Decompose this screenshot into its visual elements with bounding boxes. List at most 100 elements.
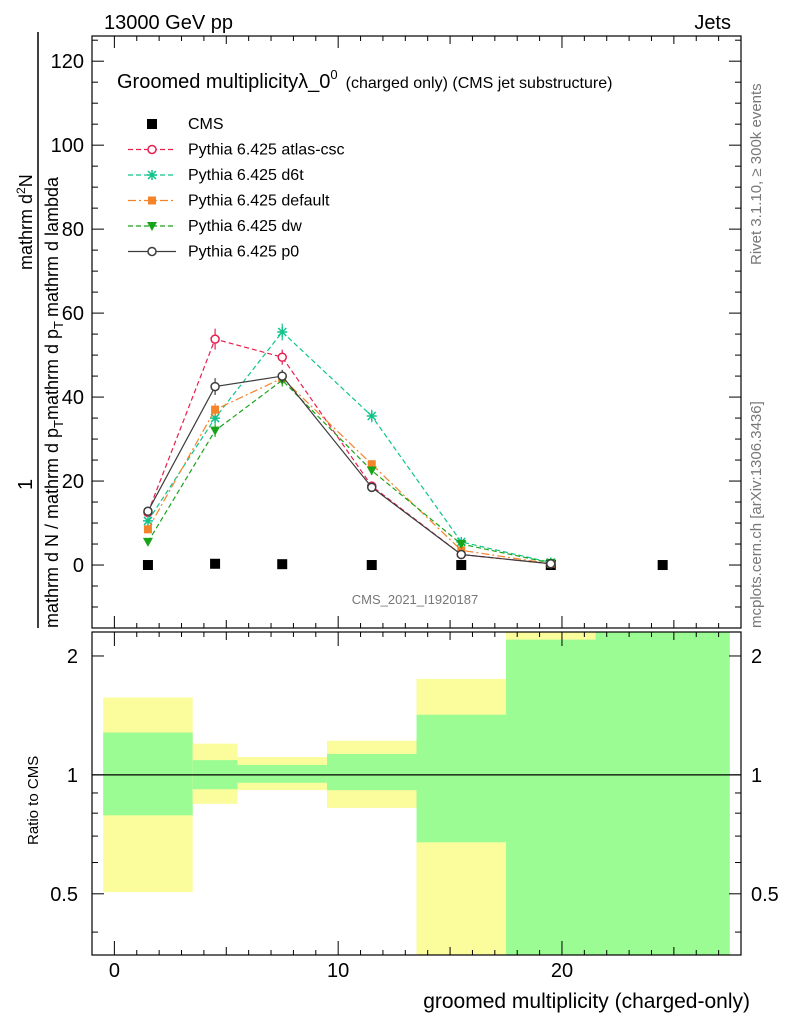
- ratio-ylabel: Ratio to CMS: [25, 756, 42, 845]
- legend-entry: Pythia 6.425 d6t: [128, 167, 304, 184]
- legend-label: Pythia 6.425 dw: [188, 218, 302, 235]
- main-ylabel-numerator: 1: [15, 479, 37, 490]
- ratio-ytick-label: 1: [67, 765, 78, 787]
- ratio-ytick-label-right: 2: [751, 646, 762, 668]
- series-d6t: [142, 323, 556, 568]
- legend-label: CMS: [188, 116, 224, 133]
- header-energy-label: 13000 GeV pp: [104, 12, 233, 34]
- data-point: [366, 466, 377, 476]
- ratio-band-inner: [103, 732, 193, 816]
- ratio-plot-frame: [91, 631, 742, 956]
- legend-label: Pythia 6.425 default: [188, 193, 330, 210]
- main-ytick-label: 100: [51, 135, 84, 157]
- data-point: [210, 381, 220, 392]
- ratio-band-inner: [506, 639, 596, 955]
- series-line: [147, 331, 551, 564]
- data-point: [142, 515, 153, 526]
- data-point: [210, 558, 221, 569]
- rivet-label: Rivet 3.1.10, ≥ 300k events: [748, 83, 765, 265]
- data-point: [456, 560, 467, 571]
- data-point: [657, 560, 668, 571]
- data-point: [210, 426, 221, 436]
- ratio-band-inner: [595, 632, 730, 955]
- ratio-plot: 0.5 0.51 12 20 10 20: [50, 631, 779, 982]
- ratio-ytick-label: 0.5: [50, 884, 78, 906]
- data-point: [277, 352, 287, 362]
- data-point: [210, 413, 221, 424]
- xtick-label: 0: [109, 960, 120, 982]
- data-point: [456, 549, 467, 560]
- ratio-band-inner: [416, 714, 507, 843]
- mcplots-label: mcplots.cern.ch [arXiv:1306.3436]: [748, 401, 765, 628]
- data-point: [456, 540, 467, 550]
- data-point: [546, 559, 556, 569]
- main-ylabel-upper-part2: N: [16, 174, 36, 187]
- main-ylabel-upper: mathrm d2N: [14, 174, 36, 270]
- ratio-ytick-label-right: 0.5: [751, 884, 779, 906]
- ratio-band-inner: [237, 764, 327, 783]
- main-ylabel-denominator: mathrm d N / mathrm d pTmathrm d pTmathr…: [42, 176, 66, 628]
- main-plot-frame: [91, 35, 742, 629]
- legend-entry: Pythia 6.425 atlas-csc: [128, 142, 345, 159]
- legend-entry: Pythia 6.425 p0: [128, 244, 299, 261]
- series-line: [147, 379, 551, 564]
- legend: Groomed multiplicityλ_00 (charged only) (…: [117, 67, 612, 261]
- data-point: [277, 559, 288, 570]
- main-ytick-label: 120: [51, 51, 84, 73]
- series-line: [147, 375, 551, 565]
- ratio-ytick-label: 2: [67, 646, 78, 668]
- main-plot: 0 20 40 60 80 100 120: [51, 35, 742, 629]
- main-ylabel-upper-part1: mathrm d: [16, 194, 36, 270]
- ratio-band-inner: [326, 753, 417, 791]
- series-p0: [143, 369, 556, 569]
- main-ylabel: 1 mathrm d N / mathrm d pTmathrm d pTmat…: [14, 32, 66, 628]
- data-point: [142, 537, 153, 547]
- main-ylabel-den-part1: mathrm d N / mathrm d p: [42, 428, 62, 628]
- legend-entry: CMS: [147, 116, 224, 133]
- data-point: [142, 560, 153, 571]
- series-dw: [142, 373, 556, 568]
- xtick-label: 20: [551, 960, 573, 982]
- legend-marker: [147, 144, 157, 155]
- main-ylabel-den-sub1: T: [51, 420, 66, 428]
- main-ylabel-upper-sup: 2: [14, 187, 28, 194]
- main-ytick-label: 60: [62, 303, 84, 325]
- legend-label: Pythia 6.425 p0: [188, 244, 299, 261]
- legend-title-main: Groomed multiplicityλ_0: [117, 71, 330, 93]
- main-ylabel-den-part3: mathrm d lambda: [42, 176, 62, 317]
- legend-marker: [147, 222, 157, 231]
- legend-label: Pythia 6.425 atlas-csc: [188, 142, 345, 159]
- data-point: [210, 334, 220, 344]
- data-point: [366, 482, 377, 493]
- header-process-label: Jets: [694, 12, 731, 34]
- legend-marker: [147, 246, 157, 257]
- main-ylabel-den-part2: mathrm d p: [42, 329, 62, 420]
- analysis-watermark: CMS_2021_I1920187: [352, 592, 479, 607]
- legend-title: Groomed multiplicityλ_00 (charged only) (…: [117, 67, 612, 93]
- data-point: [277, 371, 287, 381]
- main-ytick-label: 80: [62, 219, 84, 241]
- xtick-label: 10: [327, 960, 349, 982]
- data-point: [211, 405, 220, 414]
- xlabel: groomed multiplicity (charged-only): [423, 990, 750, 1013]
- legend-label: Pythia 6.425 d6t: [188, 167, 304, 184]
- legend-title-sup: 0: [330, 67, 337, 82]
- data-point: [143, 506, 153, 517]
- legend-marker: [147, 119, 157, 129]
- series-cms: [142, 558, 668, 571]
- series-atlas-csc: [143, 328, 556, 569]
- data-point: [143, 525, 152, 534]
- data-point: [366, 410, 377, 421]
- main-ytick-label: 20: [62, 471, 84, 493]
- legend-entry: Pythia 6.425 default: [128, 193, 330, 210]
- data-point: [367, 460, 376, 469]
- data-point: [277, 327, 288, 337]
- legend-entry: Pythia 6.425 dw: [128, 218, 302, 235]
- legend-marker: [148, 196, 156, 205]
- main-ytick-label: 0: [73, 555, 84, 577]
- main-ytick-label: 40: [62, 387, 84, 409]
- legend-title-small: (charged only) (CMS jet substructure): [346, 75, 613, 92]
- series-line: [147, 338, 551, 565]
- data-point: [366, 560, 377, 571]
